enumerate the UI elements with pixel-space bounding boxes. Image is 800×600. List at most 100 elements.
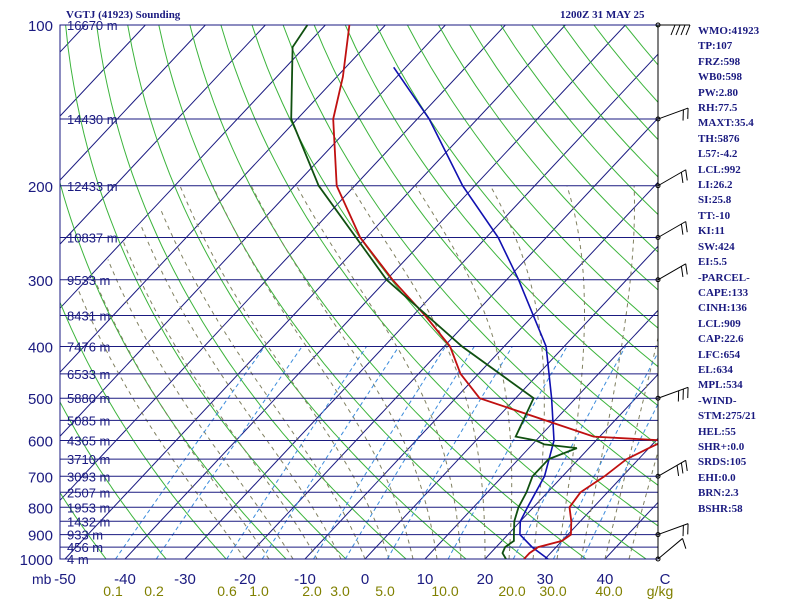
mixing-ratio-tick-label: 0.1 bbox=[103, 583, 123, 599]
height-label: 2507 m bbox=[67, 485, 110, 500]
index-line: HEL:55 bbox=[698, 425, 736, 438]
dewpoint-profile-line bbox=[290, 25, 578, 559]
wind-barb-shaft bbox=[657, 538, 683, 560]
isotherm-line bbox=[60, 25, 146, 117]
temperature-profile-line bbox=[332, 25, 658, 559]
index-line: CAP:22.6 bbox=[698, 333, 744, 346]
moist-adiabat-line bbox=[415, 185, 513, 559]
temperature-tick-label: -50 bbox=[54, 571, 76, 588]
moist-adiabat-line bbox=[628, 449, 658, 559]
pressure-tick-label: 800 bbox=[28, 500, 53, 517]
moist-adiabat-line bbox=[107, 259, 294, 559]
wind-barb bbox=[657, 263, 688, 281]
height-label: 3093 m bbox=[67, 469, 110, 484]
isotherm-line bbox=[244, 117, 658, 559]
moist-adiabat-line bbox=[350, 185, 486, 559]
height-label: 12433 m bbox=[67, 179, 118, 194]
dry-adiabat-line bbox=[282, 25, 658, 486]
index-line: FRZ:598 bbox=[698, 55, 741, 68]
height-label: 3710 m bbox=[67, 452, 110, 467]
wind-barb-flag bbox=[676, 465, 680, 477]
dry-adiabat-line bbox=[127, 25, 467, 559]
temperature-tick-label: 40 bbox=[597, 571, 614, 588]
parcel-profile-line bbox=[393, 66, 555, 559]
index-line: -PARCEL- bbox=[698, 271, 750, 284]
pressure-unit-label: mb bbox=[32, 571, 52, 587]
plot-frame bbox=[59, 24, 659, 560]
wind-barb-flag bbox=[685, 460, 688, 472]
height-label: 933 m bbox=[67, 528, 103, 543]
mixing-ratio-line bbox=[386, 346, 513, 559]
index-line: SRDS:105 bbox=[698, 456, 747, 469]
wind-barb-shaft bbox=[657, 263, 686, 281]
index-line: CAPE:133 bbox=[698, 286, 749, 299]
index-line: MAXT:35.4 bbox=[698, 117, 754, 130]
pressure-tick-label: 500 bbox=[28, 391, 53, 408]
height-label: 4 m bbox=[67, 552, 89, 567]
pressure-tick-label: 600 bbox=[28, 434, 53, 451]
wind-station-dot bbox=[655, 473, 661, 479]
index-line: LFC:654 bbox=[698, 348, 741, 361]
moist-adiabat-line bbox=[250, 185, 438, 559]
moist-adiabat-line bbox=[92, 275, 270, 559]
temperature-tick-label: -30 bbox=[174, 571, 196, 588]
index-line: RH:77.5 bbox=[698, 102, 738, 115]
mixing-ratio-tick-label: 40.0 bbox=[595, 583, 622, 599]
dry-adiabat-line bbox=[96, 25, 407, 559]
moist-adiabat-line bbox=[556, 185, 585, 559]
height-label: 456 m bbox=[67, 540, 103, 555]
mixing-ratio-tick-label: 0.6 bbox=[217, 583, 237, 599]
moist-adiabat-line bbox=[78, 290, 246, 559]
index-line: STM:275/21 bbox=[698, 410, 757, 423]
height-label: 10837 m bbox=[67, 230, 118, 245]
isotherm-line bbox=[424, 309, 658, 559]
wind-barb bbox=[657, 107, 689, 121]
wind-barb-shaft bbox=[657, 169, 686, 187]
temperature-tick-label: -10 bbox=[294, 571, 316, 588]
mixing-ratio-tick-label: g/kg bbox=[647, 583, 673, 599]
mixing-ratio-tick-label: 2.0 bbox=[302, 583, 322, 599]
temperature-tick-label: -40 bbox=[114, 571, 136, 588]
temperature-tick-label: -20 bbox=[234, 571, 256, 588]
wind-station-dot bbox=[655, 556, 661, 562]
height-label: 5085 m bbox=[67, 413, 110, 428]
index-line: EHI:0.0 bbox=[698, 471, 736, 484]
height-label: 6533 m bbox=[67, 367, 110, 382]
wind-barb-flag bbox=[680, 223, 684, 235]
station-title: VGTJ (41923) Sounding bbox=[66, 9, 181, 21]
pressure-tick-label: 300 bbox=[28, 273, 53, 290]
pressure-tick-label: 400 bbox=[28, 340, 53, 357]
mixing-ratio-line bbox=[261, 346, 400, 559]
index-line: WMO:41923 bbox=[698, 25, 760, 37]
height-label: 9533 m bbox=[67, 273, 110, 288]
wind-barb-flag bbox=[675, 24, 681, 36]
wind-barb-shaft bbox=[657, 459, 686, 477]
index-line: LCL:992 bbox=[698, 163, 741, 176]
mixing-ratio-line bbox=[115, 346, 266, 559]
temperature-tick-label: C bbox=[660, 571, 671, 588]
wind-barb-flag bbox=[685, 263, 688, 275]
wind-station-dot bbox=[655, 234, 661, 240]
mixing-ratio-tick-label: 3.0 bbox=[330, 583, 350, 599]
isotherm-line bbox=[124, 25, 626, 559]
isotherm-line bbox=[60, 25, 326, 309]
moist-adiabat-line bbox=[123, 241, 318, 559]
wind-barb-flag bbox=[682, 538, 687, 549]
height-label: 4365 m bbox=[67, 434, 110, 449]
wind-station-dot bbox=[655, 116, 661, 122]
mixing-ratio-tick-label: 5.0 bbox=[375, 583, 395, 599]
pressure-tick-label: 900 bbox=[28, 528, 53, 545]
index-line: TP:107 bbox=[698, 40, 733, 53]
wind-station-dot bbox=[655, 22, 661, 28]
moist-adiabat-line bbox=[139, 223, 342, 559]
indices-panel: WMO:41923 TP:107 FRZ:598 WB0:598 PW:2.80 RH:7… bbox=[698, 24, 798, 517]
temperature-tick-label: 0 bbox=[361, 571, 369, 588]
wind-barb bbox=[657, 386, 689, 402]
wind-barb bbox=[657, 523, 689, 537]
wind-barb-flag bbox=[680, 462, 684, 474]
mixing-ratio-line bbox=[155, 346, 303, 559]
isotherm-line bbox=[60, 25, 386, 373]
index-line: MPL:534 bbox=[698, 379, 743, 392]
mixing-ratio-tick-label: 10.0 bbox=[431, 583, 458, 599]
wind-barb bbox=[658, 24, 691, 36]
